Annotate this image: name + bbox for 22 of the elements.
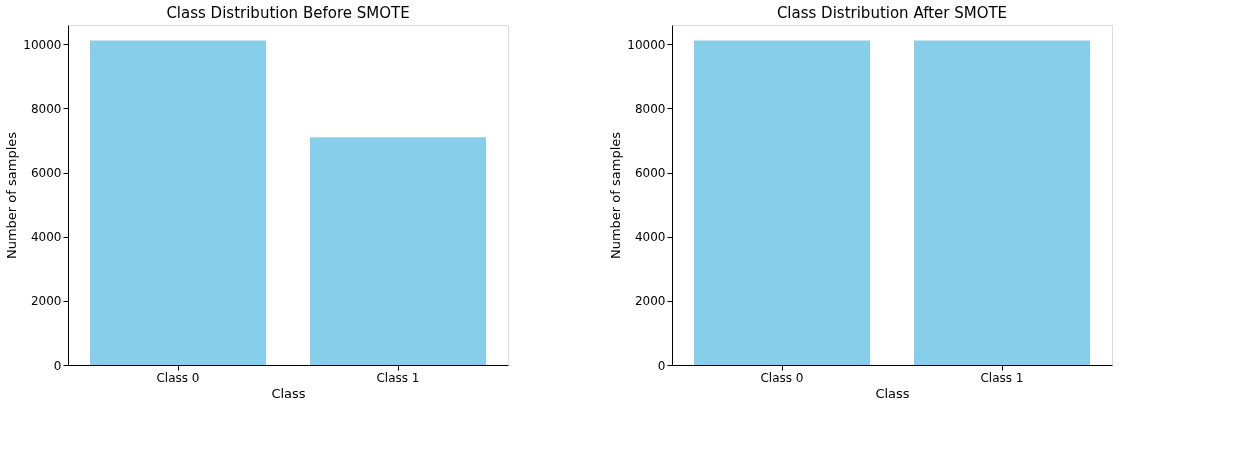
y-tick-label: 8000 — [634, 101, 666, 116]
y-tick-label: 8000 — [30, 101, 62, 116]
chart-title: Class Distribution Before SMOTE — [166, 4, 410, 22]
y-axis-title: Number of samples — [608, 131, 624, 260]
x-axis-title: Class — [271, 385, 306, 401]
x-tick-label: Class 1 — [980, 370, 1024, 385]
y-tick-label: 4000 — [30, 230, 62, 245]
y-tick-label: 2000 — [30, 294, 62, 309]
x-tick-label: Class 0 — [760, 370, 804, 385]
chart-title: Class Distribution After SMOTE — [776, 4, 1008, 22]
y-tick-label: 6000 — [30, 166, 62, 181]
y-tick-label: 4000 — [634, 230, 666, 245]
y-tick-label: 6000 — [634, 166, 666, 181]
y-tick-label: 10000 — [627, 37, 666, 52]
y-tick-label: 2000 — [634, 294, 666, 309]
y-tick-label: 0 — [657, 358, 666, 373]
x-tick-label: Class 1 — [376, 370, 420, 385]
y-tick-label: 10000 — [23, 37, 62, 52]
y-axis-title: Number of samples — [4, 131, 20, 260]
x-axis-title: Class — [875, 385, 910, 401]
x-tick-label: Class 0 — [156, 370, 200, 385]
y-tick-label: 0 — [53, 358, 62, 373]
